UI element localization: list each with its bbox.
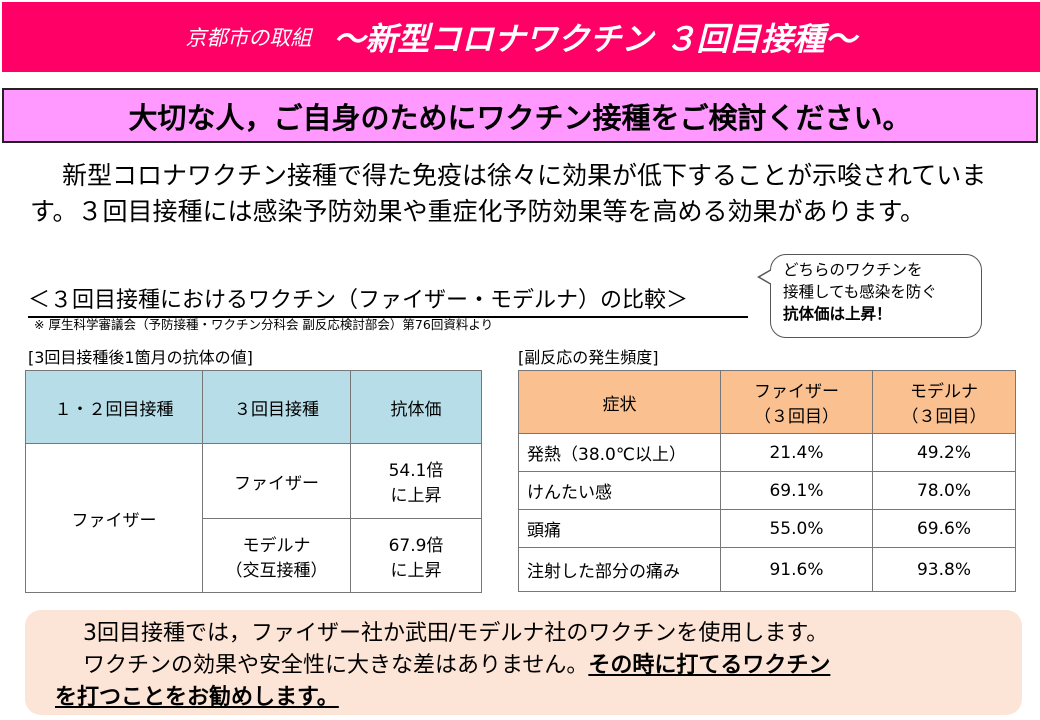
col-header: モデルナ （３回目） bbox=[872, 370, 1016, 434]
moderna-rate: 49.2% bbox=[872, 433, 1016, 472]
dose-text: （交互接種） bbox=[225, 560, 328, 581]
table-row: けんたい感 69.1% 78.0% bbox=[518, 471, 1016, 510]
bottom-line: 3回目接種では，ファイザー社か武田/モデルナ社のワクチンを使用します。 bbox=[83, 621, 829, 646]
value-text: に上昇 bbox=[390, 486, 442, 506]
table-row: 注射した部分の痛み 91.6% 93.8% bbox=[518, 547, 1016, 592]
bubble-tail-fill bbox=[760, 270, 772, 284]
table-row: 頭痛 55.0% 69.6% bbox=[518, 509, 1016, 548]
pfizer-rate: 91.6% bbox=[720, 547, 873, 592]
bubble-line: どちらのワクチンを bbox=[783, 261, 923, 279]
source-note: ※ 厚生科学審議会（予防接種・ワクチン分科会 副反応検討部会）第76回資料より bbox=[34, 317, 494, 332]
intro-paragraph: 新型コロナワクチン接種で得た免疫は徐々に効果が低下することが示唆されています。３… bbox=[30, 158, 1020, 230]
header-text: ファイザー bbox=[754, 382, 839, 402]
first-dose-cell: ファイザー bbox=[25, 443, 203, 593]
col-header: 抗体価 bbox=[350, 370, 482, 444]
bubble-line: 接種しても感染を防ぐ bbox=[783, 283, 937, 301]
symptom: けんたい感 bbox=[518, 471, 721, 510]
intro-text: 新型コロナワクチン接種で得た免疫は徐々に効果が低下することが示唆されています。３… bbox=[30, 161, 987, 226]
symptom: 発熱（38.0℃以上） bbox=[518, 433, 721, 472]
speech-bubble: どちらのワクチンを 接種しても感染を防ぐ 抗体価は上昇！ bbox=[757, 254, 982, 338]
third-dose-cell: ファイザー bbox=[202, 443, 351, 519]
dose-text: モデルナ bbox=[242, 535, 311, 556]
col-header: 症状 bbox=[518, 370, 721, 434]
header-banner: 京都市の取組 ～新型コロナワクチン ３回目接種～ bbox=[2, 2, 1040, 72]
col-header: １・２回目接種 bbox=[25, 370, 203, 444]
third-dose-cell: モデルナ （交互接種） bbox=[202, 518, 351, 593]
pfizer-rate: 21.4% bbox=[720, 433, 873, 472]
emphasis-text: その時に打てるワクチン bbox=[588, 653, 831, 678]
antibody-caption: [3回目接種後1箇月の抗体の値] bbox=[28, 348, 253, 367]
pfizer-rate: 55.0% bbox=[720, 509, 873, 548]
pfizer-rate: 69.1% bbox=[720, 471, 873, 510]
header-text: モデルナ bbox=[910, 382, 978, 402]
value-text: 67.9倍 bbox=[388, 535, 444, 556]
moderna-rate: 93.8% bbox=[872, 547, 1016, 592]
symptom: 頭痛 bbox=[518, 509, 721, 548]
emphasis-text: を打つことをお勧めします。 bbox=[55, 685, 339, 710]
call-to-action-banner: 大切な人，ご自身のためにワクチン接種をご検討ください。 bbox=[2, 88, 1038, 143]
header-org: 京都市の取組 bbox=[185, 26, 312, 50]
side-effects-caption: [副反応の発生頻度] bbox=[518, 348, 659, 367]
col-header: ファイザー （３回目） bbox=[720, 370, 873, 434]
col-header: ３回目接種 bbox=[202, 370, 351, 444]
antibody-value: 67.9倍に上昇 bbox=[350, 518, 482, 593]
antibody-value: 54.1倍に上昇 bbox=[350, 443, 482, 519]
recommendation-box: 3回目接種では，ファイザー社か武田/モデルナ社のワクチンを使用します。 ワクチン… bbox=[25, 610, 1022, 715]
moderna-rate: 78.0% bbox=[872, 471, 1016, 510]
bottom-line: ワクチンの効果や安全性に大きな差はありません。その時に打てるワクチン bbox=[55, 650, 1022, 682]
header-text: （３回目） bbox=[754, 407, 839, 427]
bottom-line: を打つことをお勧めします。 bbox=[55, 682, 1022, 714]
bottom-text: ワクチンの効果や安全性に大きな差はありません。 bbox=[83, 653, 589, 678]
side-effects-table: 症状 ファイザー （３回目） モデルナ （３回目） 発熱（38.0℃以上） 21.4% 49… bbox=[518, 370, 1016, 592]
table-row: 発熱（38.0℃以上） 21.4% 49.2% bbox=[518, 433, 1016, 472]
value-text: に上昇 bbox=[390, 560, 442, 581]
header-title: ～新型コロナワクチン ３回目接種～ bbox=[333, 20, 857, 58]
comparison-title: ＜３回目接種におけるワクチン（ファイザー・モデルナ）の比較＞ bbox=[28, 282, 748, 318]
header-text: （３回目） bbox=[901, 407, 987, 427]
symptom: 注射した部分の痛み bbox=[518, 547, 721, 592]
bubble-line: 抗体価は上昇！ bbox=[783, 305, 892, 323]
antibody-table: １・２回目接種 ３回目接種 抗体価 ファイザー ファイザー 54.1倍 に上昇 モデルナ（… bbox=[25, 370, 482, 593]
value-text: 54.1倍 bbox=[388, 461, 444, 481]
moderna-rate: 69.6% bbox=[872, 509, 1016, 548]
